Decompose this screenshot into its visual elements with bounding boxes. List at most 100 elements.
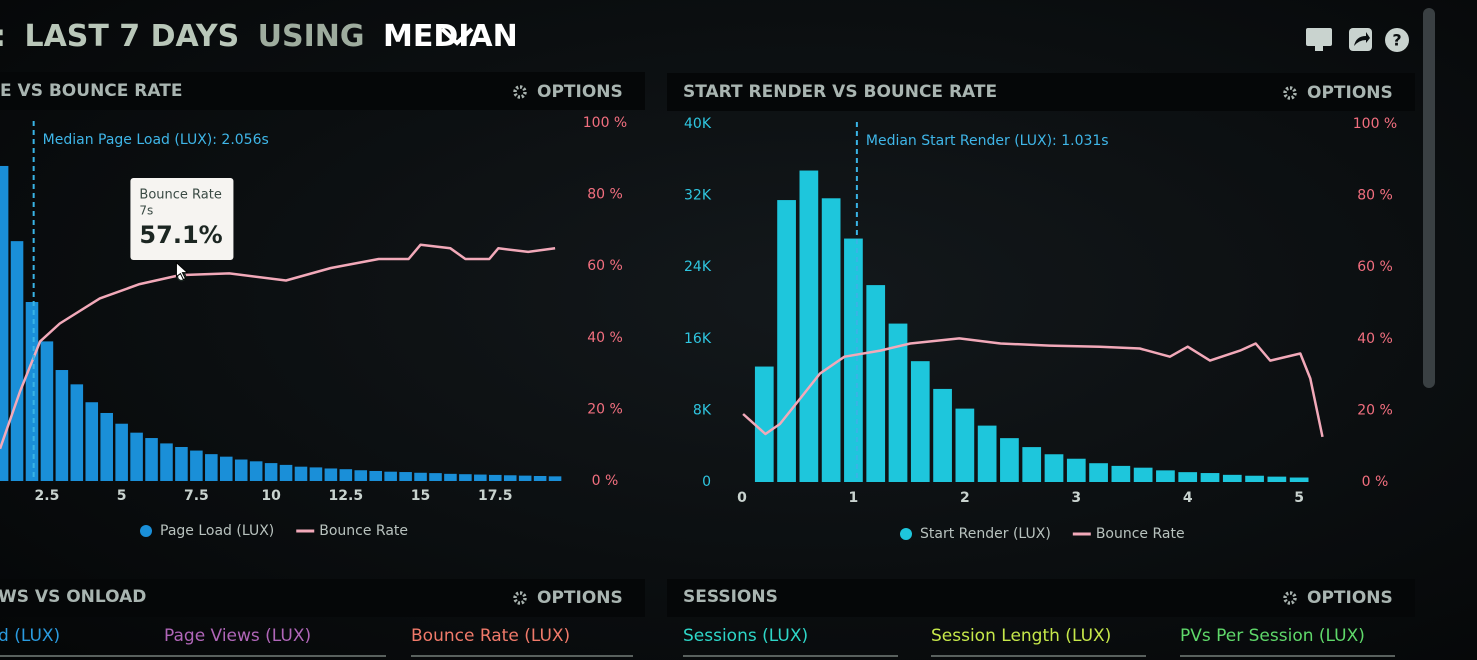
histogram-bar (294, 466, 308, 481)
header-using: USING (258, 19, 365, 54)
chart-title: START RENDER VS BOUNCE RATE (683, 82, 997, 102)
metric-tab[interactable]: Page Views (LUX) (164, 626, 311, 646)
histogram-bar (955, 408, 975, 482)
tooltip-title: Bounce Rate (139, 188, 221, 203)
legend-label[interactable]: Start Render (LUX) (920, 526, 1051, 542)
options-button[interactable]: OPTIONS (537, 82, 623, 102)
metric-tab[interactable]: Session Length (LUX) (931, 626, 1111, 646)
x-tick-label: 7.5 (184, 488, 209, 504)
options-button[interactable]: OPTIONS (1307, 588, 1393, 608)
scrollbar[interactable] (1423, 8, 1435, 388)
histogram-bar (10, 241, 24, 481)
panel-title: SESSIONS (683, 587, 778, 607)
histogram-bar (799, 170, 819, 483)
histogram-bar (1000, 438, 1019, 482)
histogram-bar (354, 470, 368, 481)
histogram-bar (1089, 463, 1108, 482)
histogram-bar (1200, 473, 1220, 482)
histogram-bar (444, 473, 457, 481)
x-tick-label: 2.5 (35, 488, 60, 504)
histogram-bar (910, 361, 930, 482)
histogram-bar (25, 302, 39, 481)
tooltip-box (130, 178, 234, 260)
metric-tab[interactable]: d (LUX) (0, 626, 60, 646)
histogram-bar (1133, 467, 1153, 482)
gear-icon[interactable] (1283, 591, 1297, 605)
help-icon[interactable]: ? (1385, 28, 1409, 52)
metric-tab[interactable]: Bounce Rate (LUX) (411, 626, 570, 646)
histogram-bar (754, 366, 774, 482)
legend-label[interactable]: Bounce Rate (1096, 526, 1185, 542)
bounce-rate-line (0, 243, 556, 450)
svg-text:?: ? (1392, 31, 1401, 50)
y-tick-label: 8K (693, 402, 712, 418)
histogram-bar (474, 474, 487, 481)
histogram-bar (1178, 472, 1198, 482)
histogram-bar (1245, 475, 1264, 482)
histogram-bar (1044, 454, 1064, 482)
metric-tab[interactable]: Sessions (LUX) (683, 626, 808, 646)
legend-dot (140, 525, 152, 537)
gear-icon[interactable] (1283, 86, 1297, 100)
histogram-bar (1066, 458, 1086, 482)
panel-header (0, 72, 645, 110)
median-label: Median Page Load (LUX): 2.056s (43, 132, 269, 148)
tooltip-value: 57.1% (139, 221, 222, 249)
metric-tab[interactable]: PVs Per Session (LUX) (1180, 626, 1365, 646)
gear-icon[interactable] (513, 85, 527, 99)
y2-tick-label: 60 % (587, 258, 623, 274)
histogram-bar (205, 454, 218, 481)
header-title: : LAST 7 DAYS USING MEDIAN (0, 19, 518, 54)
y2-tick-label: 60 % (1357, 259, 1393, 275)
y-tick-label: 40K (684, 116, 712, 132)
tooltip-x: 7s (139, 204, 153, 218)
histogram-bar (190, 450, 203, 481)
histogram-bar (309, 467, 323, 481)
y2-tick-label: 0 % (1362, 474, 1389, 490)
legend-label[interactable]: Page Load (LUX) (160, 523, 274, 539)
histogram-bar (777, 200, 796, 482)
y2-tick-label: 80 % (1357, 188, 1393, 204)
y2-tick-label: 40 % (1357, 331, 1393, 347)
histogram-bar (1289, 477, 1309, 482)
y-tick-label: 32K (684, 188, 712, 204)
histogram-bar (40, 341, 54, 481)
x-tick-label: 1 (849, 490, 859, 506)
histogram-bar (1222, 474, 1242, 482)
histogram-bar (503, 475, 517, 481)
histogram-bar (459, 474, 472, 481)
gear-icon[interactable] (513, 591, 527, 605)
histogram-bar (548, 476, 562, 481)
options-button[interactable]: OPTIONS (1307, 83, 1393, 103)
header-prefix: : (0, 19, 6, 54)
options-button[interactable]: OPTIONS (537, 588, 623, 608)
histogram-bar (933, 388, 952, 482)
y2-tick-label: 0 % (592, 473, 619, 489)
histogram-bar (369, 470, 382, 481)
histogram-bar (821, 198, 841, 482)
panel: WS VS ONLOAD OPTIONS d (LUX) Page Views (LU… (0, 579, 645, 657)
x-tick-label: 17.5 (478, 488, 513, 504)
header-range: LAST 7 DAYS (24, 19, 239, 54)
panel-header (667, 579, 1415, 617)
panel-header (0, 579, 645, 617)
y2-tick-label: 20 % (1357, 402, 1393, 418)
y2-tick-label: 100 % (1353, 116, 1397, 132)
legend-label[interactable]: Bounce Rate (319, 523, 408, 539)
x-tick-label: 2 (960, 490, 970, 506)
x-tick-label: 3 (1071, 490, 1081, 506)
histogram-bar (339, 469, 353, 481)
share-icon[interactable] (1349, 28, 1372, 51)
histogram-bar (219, 456, 233, 481)
y-tick-label: 16K (684, 331, 712, 347)
histogram-bar (384, 471, 397, 481)
histogram-bar (100, 412, 113, 481)
histogram-bar (977, 425, 997, 482)
monitor-icon[interactable] (1306, 28, 1332, 51)
y2-tick-label: 80 % (587, 187, 623, 203)
median-label: Median Start Render (LUX): 1.031s (866, 133, 1109, 149)
dropdown-arrow[interactable] (440, 27, 474, 46)
histogram-bar (279, 464, 293, 481)
